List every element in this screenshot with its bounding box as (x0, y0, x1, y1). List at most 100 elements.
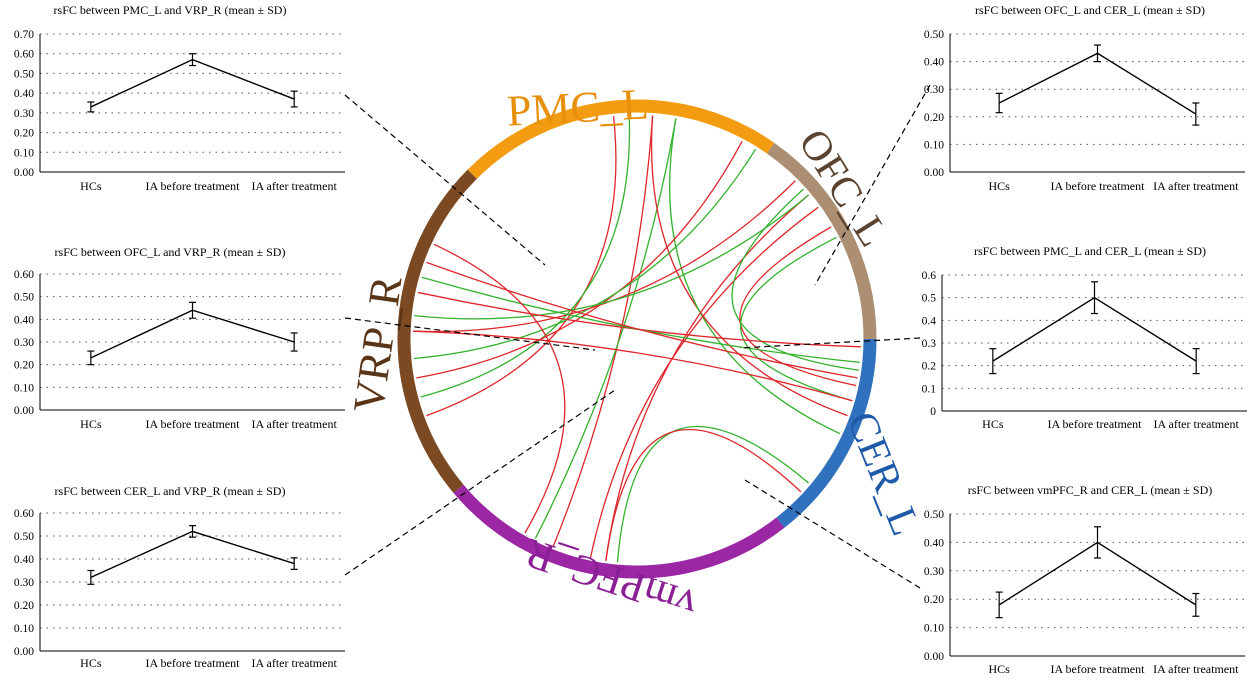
y-tick-label: 0.70 (14, 29, 34, 41)
y-tick-label: 0.1 (922, 383, 937, 395)
x-tick-label: IA after treatment (1153, 179, 1239, 193)
x-tick-label: HCs (988, 662, 1010, 676)
y-tick-label: 0.30 (924, 84, 944, 96)
y-tick-label: 0.2 (922, 361, 937, 373)
leader-lines (344, 84, 931, 589)
x-tick-label: IA before treatment (146, 656, 241, 670)
x-tick-label: IA after treatment (252, 179, 338, 193)
ring-segment-vrp (397, 169, 477, 493)
y-tick-label: 0.40 (14, 554, 34, 566)
link-red-15 (417, 291, 861, 348)
y-tick-label: 0.30 (14, 108, 34, 120)
y-tick-label: 0.20 (924, 594, 944, 606)
rsfc-chart-4: rsFC between OFC_L and CER_L (mean ± SD)… (924, 3, 1245, 193)
y-tick-label: 0.00 (14, 646, 34, 658)
rsfc-chart-1: rsFC between PMC_L and VRP_R (mean ± SD)… (14, 3, 345, 193)
y-tick-label: 0.50 (14, 292, 34, 304)
series-line (998, 52, 1197, 115)
leader-line-2 (344, 389, 616, 576)
chart-title: rsFC between PMC_L and VRP_R (mean ± SD) (54, 3, 287, 17)
connectivity-links (413, 115, 861, 563)
x-tick-label: IA after treatment (1153, 662, 1239, 676)
y-tick-label: 0.30 (14, 337, 34, 349)
x-tick-label: IA after treatment (252, 417, 338, 431)
y-tick-label: 0.30 (14, 577, 34, 589)
y-tick-label: 0.40 (924, 537, 944, 549)
y-tick-label: 0.00 (14, 405, 34, 417)
link-green-19 (616, 425, 810, 563)
y-tick-label: 0.10 (924, 139, 944, 151)
y-tick-label: 0.50 (14, 68, 34, 80)
y-tick-label: 0.00 (924, 167, 944, 179)
chart-title: rsFC between OFC_L and CER_L (mean ± SD) (975, 3, 1205, 17)
y-tick-label: 0.60 (14, 49, 34, 61)
x-tick-label: IA before treatment (146, 417, 241, 431)
y-tick-label: 0.20 (14, 600, 34, 612)
y-tick-label: 0.10 (14, 382, 34, 394)
link-green-1 (420, 115, 631, 398)
y-tick-label: 0.60 (14, 269, 34, 281)
x-tick-label: HCs (80, 179, 102, 193)
y-tick-label: 0.00 (14, 167, 34, 179)
chart-title: rsFC between vmPFC_R and CER_L (mean ± S… (968, 483, 1212, 497)
ring-segment-cer (776, 338, 877, 528)
link-green-14 (414, 194, 810, 320)
rsfc-chart-2: rsFC between OFC_L and VRP_R (mean ± SD)… (14, 245, 345, 431)
y-tick-label: 0.10 (924, 623, 944, 635)
x-tick-label: IA before treatment (1048, 417, 1143, 431)
connectivity-ring (397, 99, 877, 579)
y-tick-label: 0.50 (924, 29, 944, 41)
x-tick-label: IA after treatment (1154, 417, 1240, 431)
region-label-vrp: VRP_R (344, 273, 412, 416)
y-tick-label: 0.50 (14, 531, 34, 543)
y-tick-label: 0 (930, 406, 936, 418)
rsfc-chart-3: rsFC between CER_L and VRP_R (mean ± SD)… (14, 484, 345, 670)
link-red-13 (413, 180, 796, 333)
ring-segment-ofc (766, 142, 877, 340)
y-tick-label: 0.6 (922, 270, 937, 282)
chart-title: rsFC between PMC_L and CER_L (mean ± SD) (974, 244, 1206, 258)
link-red-4 (650, 115, 848, 417)
x-tick-label: IA before treatment (146, 179, 241, 193)
x-tick-label: IA before treatment (1051, 179, 1146, 193)
link-red-2 (552, 115, 654, 547)
link-red-11 (739, 226, 857, 387)
y-tick-label: 0.40 (14, 314, 34, 326)
rsfc-chart-6: rsFC between vmPFC_R and CER_L (mean ± S… (924, 483, 1245, 676)
link-red-0 (426, 116, 617, 417)
x-tick-label: HCs (982, 417, 1004, 431)
link-green-3 (534, 118, 677, 539)
y-tick-label: 0.20 (14, 360, 34, 372)
leader-line-0 (344, 94, 546, 266)
y-tick-label: 0.60 (14, 508, 34, 520)
rsfc-chart-5: rsFC between PMC_L and CER_L (mean ± SD)… (922, 244, 1247, 431)
region-label-vmpfc: vmPFC_R (519, 529, 702, 628)
y-tick-label: 0.30 (924, 566, 944, 578)
link-green-5 (669, 118, 841, 435)
x-tick-label: HCs (80, 417, 102, 431)
y-tick-label: 0.10 (14, 147, 34, 159)
y-tick-label: 0.20 (924, 112, 944, 124)
link-red-9 (589, 206, 819, 559)
leader-line-3 (814, 84, 931, 286)
region-label-pmc: PMC_L (506, 79, 650, 135)
link-red-17 (426, 261, 858, 379)
x-tick-label: IA before treatment (1051, 662, 1146, 676)
ring-segment-pmc (467, 99, 775, 179)
chart-title: rsFC between CER_L and VRP_R (mean ± SD) (55, 484, 286, 498)
y-tick-label: 0.40 (924, 57, 944, 69)
region-label-cer: CER_L (838, 406, 929, 542)
link-red-18 (413, 330, 853, 402)
chart-title: rsFC between OFC_L and VRP_R (mean ± SD) (55, 245, 286, 259)
y-tick-label: 0.50 (924, 509, 944, 521)
series-line (90, 530, 295, 579)
x-tick-label: HCs (80, 656, 102, 670)
link-red-6 (416, 140, 743, 379)
y-tick-label: 0.20 (14, 128, 34, 140)
series-line (90, 58, 295, 108)
leader-line-5 (744, 479, 921, 589)
link-red-21 (433, 243, 566, 534)
